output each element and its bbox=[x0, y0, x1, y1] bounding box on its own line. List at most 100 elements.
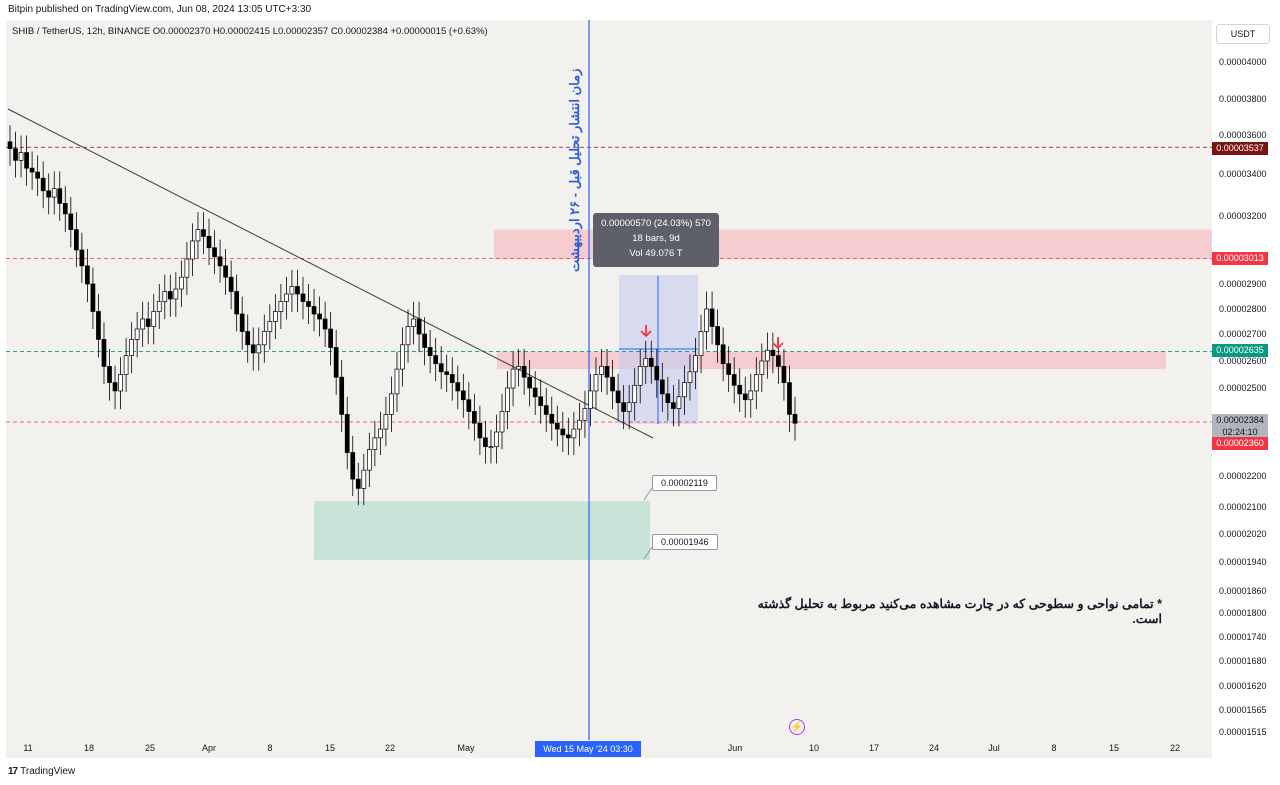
callout-lower-pointer bbox=[643, 546, 653, 560]
candle-body bbox=[140, 318, 146, 330]
candle-body bbox=[261, 331, 267, 346]
y-tick-label: 0.00004000 bbox=[1219, 57, 1267, 67]
publisher-line: Bitpin published on TradingView.com, Jun… bbox=[8, 4, 312, 15]
candle-body bbox=[538, 396, 544, 406]
candle-body bbox=[361, 469, 367, 489]
candle-body bbox=[693, 355, 698, 373]
candle-body bbox=[416, 318, 422, 335]
candle-body bbox=[687, 371, 693, 383]
down-arrow-icon bbox=[772, 337, 784, 350]
candle-body bbox=[134, 328, 140, 340]
candle-body bbox=[532, 387, 538, 398]
candle-body bbox=[13, 148, 18, 161]
crosshair-date-label: Wed 15 May '24 03:30 bbox=[535, 741, 641, 757]
candle-body bbox=[101, 339, 107, 367]
candle-body bbox=[245, 331, 251, 346]
candle-body bbox=[394, 368, 400, 395]
candle-body bbox=[206, 236, 212, 249]
candle-body bbox=[328, 328, 333, 348]
candle-body bbox=[156, 301, 162, 312]
candle-body bbox=[212, 247, 217, 258]
candle-body bbox=[621, 402, 626, 412]
publish-time-label: زمان انتشار تحلیل قبل - ۲۶ اردیبهشت bbox=[567, 68, 582, 272]
candle-body bbox=[599, 366, 604, 375]
tradingview-logo-icon: 17 bbox=[8, 766, 18, 777]
candle-body bbox=[300, 293, 306, 302]
level-badge-mid: 0.00003013 bbox=[1212, 252, 1268, 265]
candle-body bbox=[477, 422, 483, 439]
candle-body bbox=[90, 283, 96, 312]
chart-pane[interactable] bbox=[6, 20, 1212, 758]
x-tick-label: 22 bbox=[385, 743, 395, 753]
measure-tooltip: 0.00000570 (24.03%) 570 18 bars, 9d Vol … bbox=[593, 213, 719, 267]
candle-body bbox=[118, 374, 123, 392]
candle-body bbox=[107, 366, 112, 383]
measure-change: 0.00000570 (24.03%) 570 bbox=[601, 218, 711, 229]
x-tick-label: 11 bbox=[23, 743, 32, 753]
candle-body bbox=[145, 318, 151, 327]
candle-body bbox=[123, 355, 129, 375]
down-arrow-icon bbox=[640, 325, 652, 338]
candle-body bbox=[759, 360, 765, 375]
candle-body bbox=[643, 357, 649, 367]
measure-volume: Vol 49.076 T bbox=[629, 248, 683, 259]
candle-body bbox=[792, 414, 798, 424]
candle-body bbox=[79, 249, 85, 267]
y-tick-label: 0.00001740 bbox=[1219, 632, 1267, 642]
candle-body bbox=[731, 374, 737, 386]
candle-body bbox=[604, 366, 610, 378]
candle-body bbox=[29, 167, 35, 173]
x-tick-label: 10 bbox=[809, 743, 819, 753]
candle-body bbox=[510, 368, 516, 389]
candle-body bbox=[411, 318, 416, 327]
candle-body bbox=[46, 190, 52, 198]
candle-body bbox=[284, 293, 289, 302]
candle-body bbox=[256, 344, 262, 354]
candle-body bbox=[615, 390, 621, 404]
analysis-note: * تمامی نواحی و سطوحی که در چارت مشاهده … bbox=[757, 597, 1162, 626]
candle-body bbox=[289, 286, 295, 295]
callout-upper-support[interactable]: 0.00002119 bbox=[652, 475, 717, 491]
candle-body bbox=[62, 203, 68, 215]
candle-body bbox=[787, 382, 792, 415]
candle-body bbox=[96, 311, 101, 340]
candle-body bbox=[726, 363, 732, 375]
last-price-badge: 0.00002384 02:24:10 bbox=[1212, 414, 1268, 438]
candle-body bbox=[554, 422, 560, 430]
candle-body bbox=[322, 318, 328, 330]
candle-body bbox=[173, 288, 179, 300]
candle-body bbox=[659, 379, 665, 395]
candle-body bbox=[250, 344, 256, 354]
tradingview-footer[interactable]: 17 TradingView bbox=[8, 766, 75, 777]
y-tick-label: 0.00001620 bbox=[1219, 681, 1267, 691]
candle-body bbox=[112, 382, 118, 392]
candle-body bbox=[422, 333, 427, 348]
candle-body bbox=[593, 374, 599, 392]
x-tick-label: Jul bbox=[988, 743, 1000, 753]
candle-body bbox=[560, 428, 566, 436]
candle-body bbox=[654, 366, 660, 381]
candle-body bbox=[195, 229, 201, 242]
callout-lower-support[interactable]: 0.00001946 bbox=[652, 534, 718, 550]
bar-countdown: 02:24:10 bbox=[1222, 427, 1258, 437]
x-tick-label: 22 bbox=[1170, 743, 1180, 753]
candle-body bbox=[217, 256, 223, 267]
x-tick-label: Jun bbox=[728, 743, 743, 753]
candle-body bbox=[571, 428, 577, 439]
candle-body bbox=[383, 414, 389, 430]
candle-body bbox=[350, 452, 356, 480]
currency-unit-button[interactable]: USDT bbox=[1216, 24, 1270, 44]
y-tick-label: 0.00001800 bbox=[1219, 608, 1267, 618]
candle-body bbox=[151, 311, 157, 327]
y-tick-label: 0.00001940 bbox=[1219, 557, 1267, 567]
footer-brand: TradingView bbox=[20, 766, 76, 777]
candle-body bbox=[582, 408, 588, 421]
candle-body bbox=[400, 344, 405, 370]
candle-body bbox=[637, 366, 643, 386]
candle-body bbox=[709, 308, 715, 327]
lightning-event-icon[interactable]: ⚡ bbox=[789, 719, 805, 735]
y-tick-label: 0.00001515 bbox=[1219, 727, 1267, 737]
candle-body bbox=[317, 313, 322, 320]
y-tick-label: 0.00003200 bbox=[1219, 211, 1267, 221]
